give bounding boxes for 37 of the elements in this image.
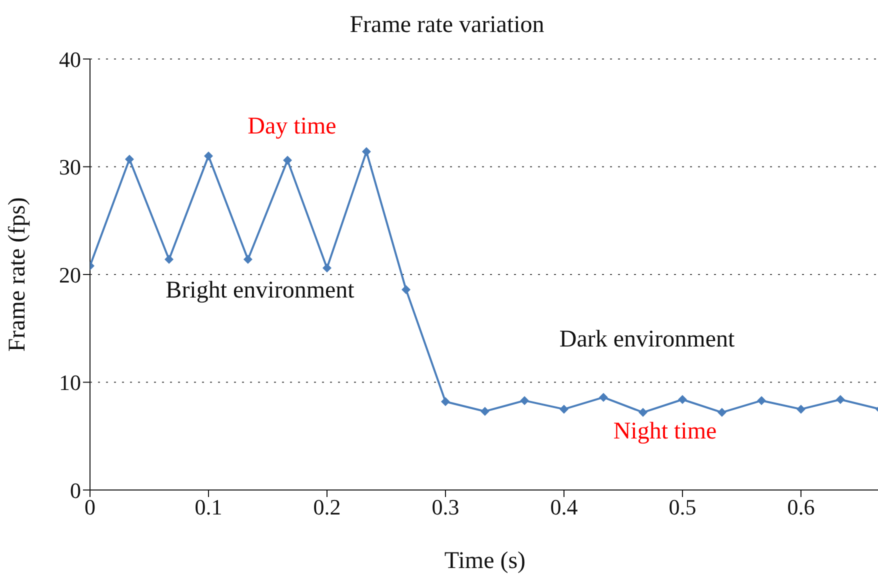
x-tick-label: 0.6 <box>787 494 815 520</box>
y-tick-label: 0 <box>70 478 81 503</box>
x-tick-label: 0.1 <box>194 494 222 520</box>
x-tick-label: 0.4 <box>550 494 578 520</box>
point <box>717 408 726 417</box>
point <box>402 285 411 294</box>
point <box>520 396 530 406</box>
y-tick-label: 10 <box>59 370 81 396</box>
annotation: Dark environment <box>559 326 735 354</box>
point <box>757 396 766 406</box>
y-tick-label: 40 <box>59 46 81 72</box>
point <box>322 264 332 273</box>
point <box>598 392 608 402</box>
annotation: Bright environment <box>166 278 354 304</box>
point <box>796 404 806 414</box>
point <box>362 147 371 156</box>
point <box>164 254 174 264</box>
point <box>283 156 292 165</box>
x-axis-title: Time (s) <box>444 548 526 574</box>
point <box>559 404 568 414</box>
point <box>836 394 845 404</box>
point <box>480 406 490 416</box>
point <box>440 397 450 406</box>
point <box>638 408 648 417</box>
y-axis-title: Frame rate (fps) <box>4 197 31 352</box>
point <box>678 394 687 404</box>
annotation: Night time <box>613 418 717 446</box>
x-tick-label: 0.3 <box>432 494 460 520</box>
y-tick-label: 30 <box>59 154 81 180</box>
y-tick-label: 20 <box>59 262 81 288</box>
point <box>204 151 213 160</box>
point <box>243 254 252 264</box>
x-tick-label: 0.2 <box>313 494 341 520</box>
point <box>124 154 134 164</box>
annotation: Day time <box>248 114 336 140</box>
x-tick-label: 0.5 <box>668 494 696 520</box>
chart-title: Frame rate variation <box>348 12 546 39</box>
